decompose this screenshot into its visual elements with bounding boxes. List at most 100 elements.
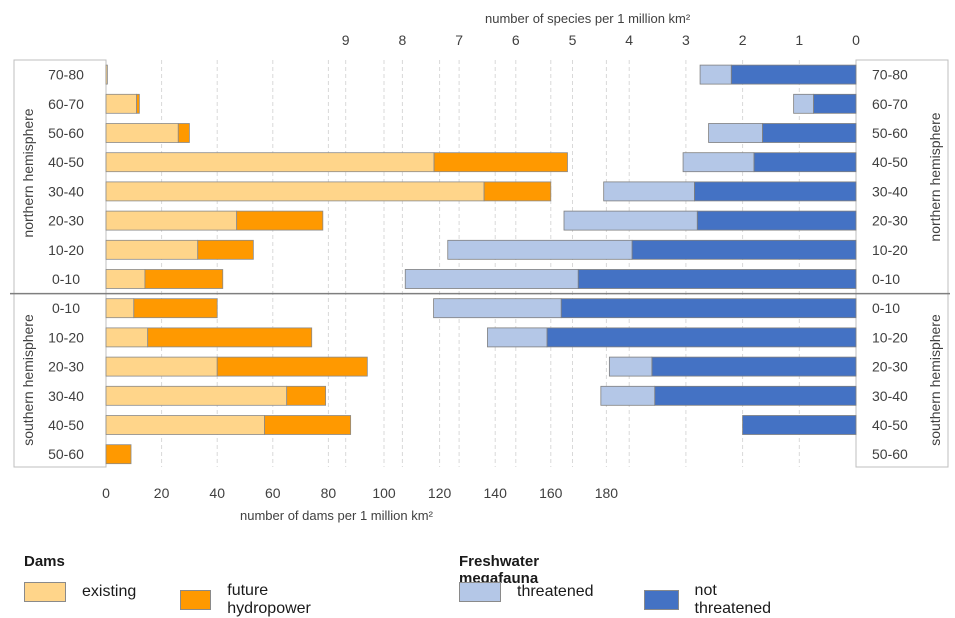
species-tick-label: 1 — [795, 32, 803, 48]
bar-species-not-threatened — [753, 152, 857, 173]
bar-dams-existing — [105, 210, 238, 231]
category-label-right: 30-40 — [872, 388, 908, 404]
dams-tick-label: 0 — [102, 485, 110, 501]
legend-item-future-hydropower: future hydropower — [180, 582, 322, 618]
dams-tick-label: 80 — [321, 485, 337, 501]
legend-label-threatened: threatened — [517, 583, 594, 600]
category-label-right: 40-50 — [872, 417, 908, 433]
category-label-right: 50-60 — [872, 446, 908, 462]
species-tick-label: 0 — [852, 32, 860, 48]
category-label-right: 40-50 — [872, 154, 908, 170]
bar-species-not-threatened — [762, 123, 857, 143]
bar-dams-existing — [105, 298, 135, 319]
bar-species-threatened — [487, 327, 548, 348]
bar-dams-future-hydropower — [197, 239, 254, 260]
bar-species-threatened — [433, 298, 562, 319]
category-label-left: 0-10 — [52, 300, 80, 316]
category-label-right: 0-10 — [872, 300, 900, 316]
category-label-left: 20-30 — [48, 213, 84, 229]
bar-species-not-threatened — [730, 64, 857, 85]
bar-species-not-threatened — [546, 327, 857, 348]
bar-species-threatened — [699, 64, 732, 85]
category-label-left: 70-80 — [48, 67, 84, 83]
bar-dams-existing — [105, 152, 435, 173]
north-hemisphere-label-left: northern hemisphere — [20, 108, 36, 237]
legend-item-threatened: threatened — [459, 582, 594, 602]
category-label-left: 10-20 — [48, 242, 84, 258]
bar-dams-existing — [105, 385, 288, 406]
bar-species-threatened — [682, 152, 755, 173]
bar-dams-future-hydropower — [136, 93, 140, 114]
dams-tick-label: 100 — [372, 485, 396, 501]
left-label-panel — [13, 59, 107, 468]
species-axis-title: number of species per 1 million km² — [485, 11, 691, 26]
bar-species-threatened — [603, 181, 695, 202]
bar-species-not-threatened — [577, 269, 857, 289]
dams-tick-label: 60 — [265, 485, 281, 501]
category-label-right: 20-30 — [872, 213, 908, 229]
species-tick-label: 9 — [342, 32, 350, 48]
category-label-left: 50-60 — [48, 125, 84, 141]
bar-dams-existing — [105, 123, 179, 143]
right-label-panel — [855, 59, 949, 468]
north-hemisphere-label-right: northern hemisphere — [927, 112, 943, 241]
gridlines — [105, 60, 857, 467]
dams-axis-title: number of dams per 1 million km² — [240, 508, 434, 523]
bar-species-threatened — [793, 93, 814, 114]
bar-dams-future-hydropower — [433, 152, 568, 173]
bar-species-not-threatened — [742, 415, 857, 435]
bar-dams-future-hydropower — [177, 123, 190, 143]
labels: 0 20 40 60 80 100 120 140 160 180 9 8 7 6 5 4 3 2 1 0 70-80 7… — [48, 32, 908, 501]
not-threatened-swatch — [644, 590, 679, 610]
bars — [105, 64, 857, 465]
bar-species-threatened — [563, 210, 698, 231]
species-tick-label: 3 — [682, 32, 690, 48]
category-label-right: 60-70 — [872, 96, 908, 112]
legend-label-existing: existing — [82, 583, 137, 600]
legend-item-not-threatened: not threatened — [644, 582, 779, 618]
category-label-left: 40-50 — [48, 417, 84, 433]
dams-tick-label: 40 — [209, 485, 225, 501]
bar-species-not-threatened — [696, 210, 857, 231]
bar-dams-future-hydropower — [483, 181, 552, 202]
bar-species-not-threatened — [654, 385, 857, 406]
category-label-right: 0-10 — [872, 271, 900, 287]
category-label-right: 70-80 — [872, 67, 908, 83]
bar-dams-existing — [105, 181, 485, 202]
bar-dams-future-hydropower — [264, 415, 352, 435]
bar-species-not-threatened — [651, 356, 857, 377]
bar-dams-future-hydropower — [236, 210, 324, 231]
dams-tick-label: 140 — [484, 485, 508, 501]
species-tick-label: 2 — [739, 32, 747, 48]
category-label-left: 50-60 — [48, 446, 84, 462]
bar-dams-future-hydropower — [105, 444, 132, 465]
bar-dams-existing — [105, 64, 108, 85]
bar-species-not-threatened — [560, 298, 857, 319]
bar-dams-existing — [105, 269, 146, 289]
bar-dams-existing — [105, 239, 199, 260]
existing-swatch — [24, 582, 66, 602]
dams-tick-label: 120 — [428, 485, 452, 501]
bar-species-not-threatened — [631, 239, 857, 260]
bar-dams-future-hydropower — [216, 356, 368, 377]
category-label-left: 60-70 — [48, 96, 84, 112]
bar-dams-future-hydropower — [144, 269, 224, 289]
species-tick-label: 5 — [569, 32, 577, 48]
bar-dams-existing — [105, 415, 265, 435]
category-label-left: 30-40 — [48, 183, 84, 199]
bar-dams-existing — [105, 356, 218, 377]
bar-dams-future-hydropower — [147, 327, 313, 348]
category-label-left: 30-40 — [48, 388, 84, 404]
species-tick-label: 8 — [399, 32, 407, 48]
bar-species-threatened — [447, 239, 633, 260]
dams-tick-label: 160 — [539, 485, 563, 501]
bar-species-not-threatened — [694, 181, 857, 202]
bar-species-threatened — [708, 123, 763, 143]
legend-label-not-threatened: not threatened — [694, 582, 772, 617]
future-hydropower-swatch — [180, 590, 212, 610]
species-tick-label: 4 — [625, 32, 633, 48]
dams-tick-label: 20 — [154, 485, 170, 501]
bar-species-threatened — [608, 356, 653, 377]
category-label-left: 10-20 — [48, 329, 84, 345]
category-label-right: 20-30 — [872, 359, 908, 375]
